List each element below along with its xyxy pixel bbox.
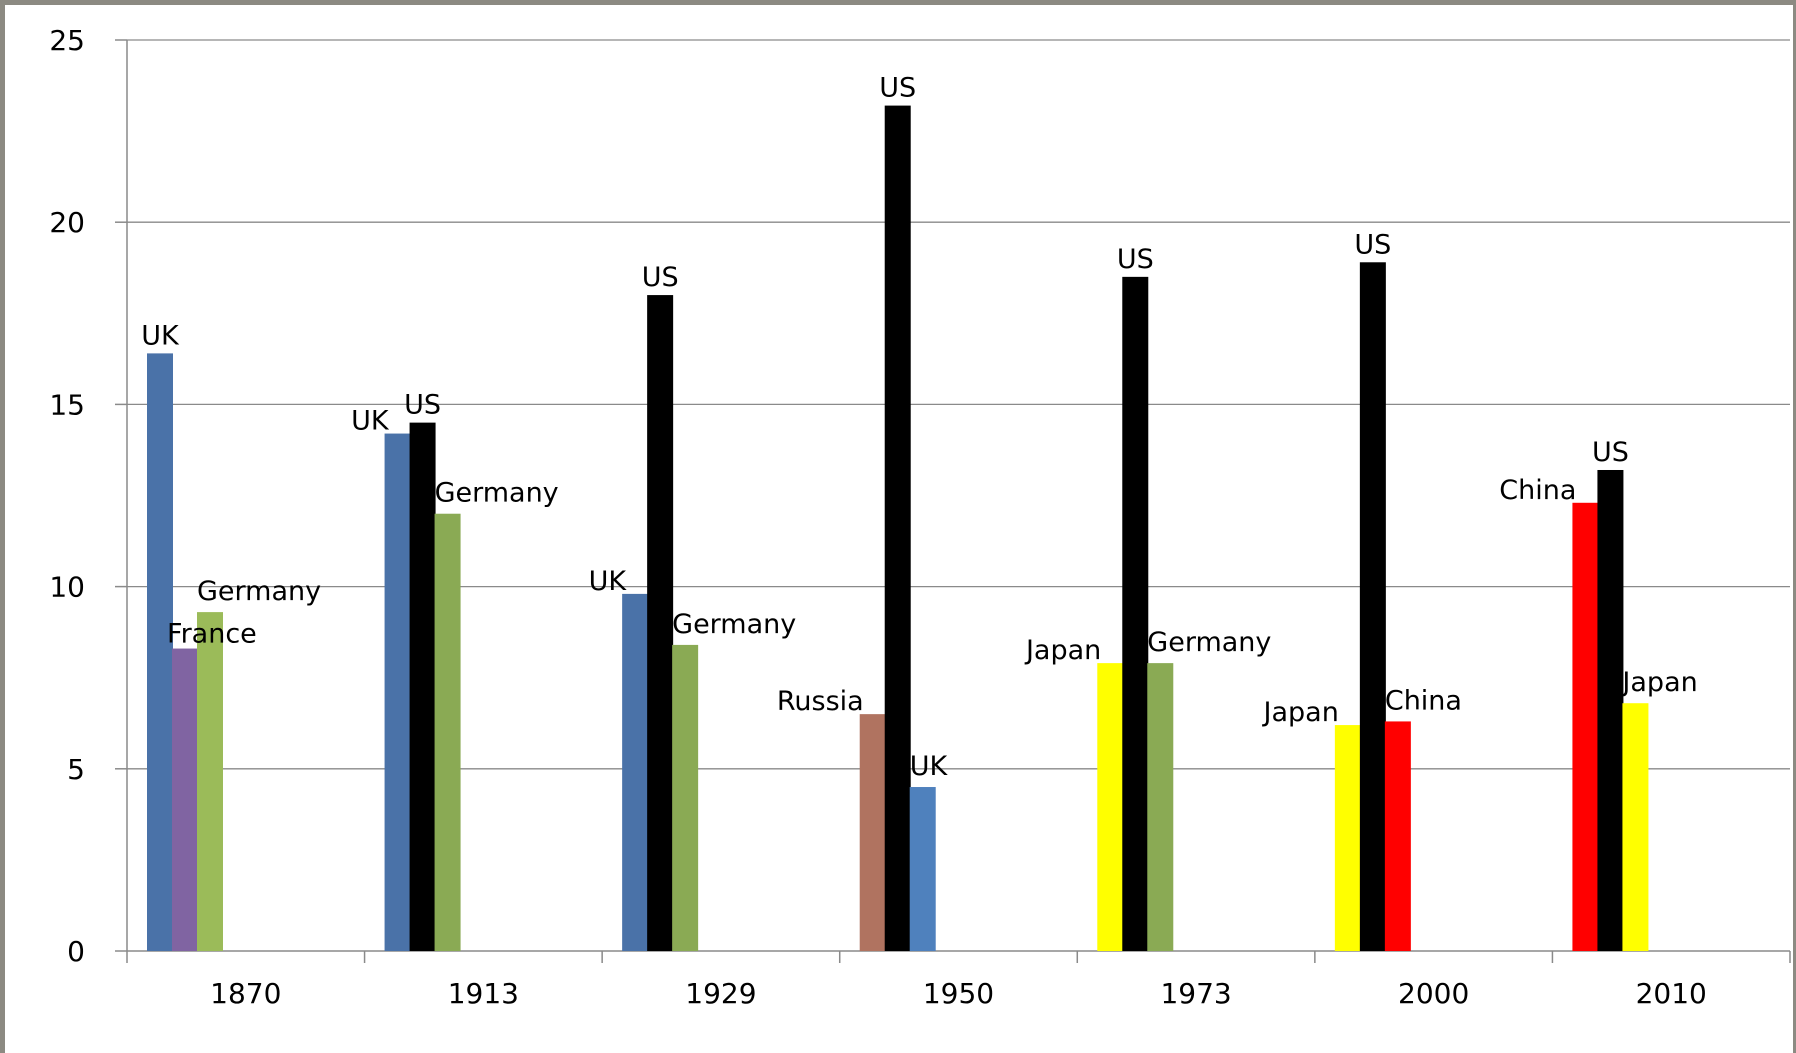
data-label-1913-germany: Germany (435, 478, 559, 509)
x-tick-label: 1870 (210, 977, 281, 1010)
data-label-2010-china: China (1499, 475, 1576, 506)
x-tick-label: 1950 (923, 977, 994, 1010)
bar-2000-us (1360, 262, 1386, 951)
bar-1870-germany (197, 612, 223, 951)
data-label-1870-uk: UK (141, 320, 180, 351)
bar-2010-us (1597, 470, 1623, 951)
bar-2000-japan (1335, 725, 1361, 951)
data-label-2010-japan: Japan (1620, 667, 1697, 698)
bar-1913-germany (435, 514, 461, 951)
bar-1870-uk (147, 353, 173, 951)
data-label-1870-germany: Germany (197, 576, 321, 607)
data-label-1973-germany: Germany (1147, 627, 1271, 658)
data-label-1973-us: US (1117, 244, 1154, 275)
data-label-1929-uk: UK (589, 566, 628, 597)
x-tick-label: 2000 (1398, 977, 1469, 1010)
bar-1913-us (410, 423, 436, 951)
bar-2000-china (1385, 721, 1411, 951)
y-tick-label: 15 (49, 388, 85, 421)
data-label-2010-us: US (1592, 437, 1629, 468)
bar-1973-japan (1097, 663, 1123, 951)
data-label-1929-germany: Germany (672, 609, 796, 640)
bar-1950-us (885, 106, 911, 951)
data-label-1913-us: US (404, 390, 441, 421)
y-tick-label: 20 (49, 206, 85, 239)
data-label-1913-uk: UK (351, 406, 390, 437)
x-tick-label: 1973 (1160, 977, 1231, 1010)
bar-2010-japan (1622, 703, 1648, 951)
bar-1973-germany (1147, 663, 1173, 951)
data-label-1973-japan: Japan (1024, 635, 1101, 666)
gridlines (127, 40, 1790, 769)
data-label-1950-uk: UK (910, 751, 949, 782)
data-label-1929-us: US (642, 262, 679, 293)
y-tick-label: 25 (49, 24, 85, 57)
data-labels: UK France Germany UK US Germany UK US Germany Rus… (141, 73, 1697, 782)
data-label-1870-france: France (167, 619, 257, 650)
data-label-2000-japan: Japan (1262, 697, 1339, 728)
y-tick-label: 10 (49, 571, 85, 604)
bar-1929-germany (672, 645, 698, 951)
x-tick-label: 1913 (448, 977, 519, 1010)
bar-1870-france (172, 649, 198, 951)
bar-1950-russia (860, 714, 886, 951)
bar-2010-china (1572, 503, 1598, 951)
y-tick-label: 5 (67, 753, 85, 786)
data-label-1950-russia: Russia (777, 686, 864, 717)
bar-1913-uk (385, 434, 411, 951)
x-tick-label: 1929 (685, 977, 756, 1010)
bar-1950-uk (910, 787, 936, 951)
bar-1929-us (647, 295, 673, 951)
bars (147, 106, 1648, 951)
x-tick-label: 2010 (1636, 977, 1707, 1010)
y-tick-label: 0 (67, 935, 85, 968)
data-label-1950-us: US (879, 73, 916, 104)
data-label-2000-china: China (1385, 685, 1462, 716)
bar-1973-us (1122, 277, 1148, 951)
bar-1929-uk (622, 594, 648, 951)
data-label-2000-us: US (1354, 229, 1391, 260)
